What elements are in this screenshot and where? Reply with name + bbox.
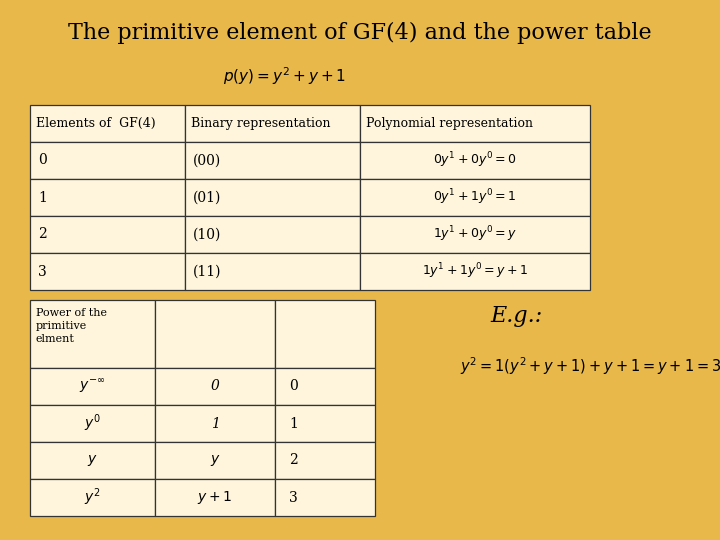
FancyBboxPatch shape [275, 479, 375, 516]
FancyBboxPatch shape [155, 368, 275, 405]
FancyBboxPatch shape [30, 142, 185, 179]
FancyBboxPatch shape [185, 179, 360, 216]
FancyBboxPatch shape [30, 405, 155, 442]
Text: (10): (10) [193, 227, 221, 241]
FancyBboxPatch shape [360, 216, 590, 253]
Text: Binary representation: Binary representation [191, 117, 330, 130]
FancyBboxPatch shape [155, 405, 275, 442]
FancyBboxPatch shape [360, 142, 590, 179]
Text: 3: 3 [289, 490, 298, 504]
Text: $y$: $y$ [87, 453, 98, 468]
Text: $y^2=1(y^2+y+1)+y+1=y+1=3$: $y^2=1(y^2+y+1)+y+1=y+1=3$ [460, 355, 720, 377]
Text: 1: 1 [210, 416, 220, 430]
Text: $p(y)=y^2+y+1$: $p(y)=y^2+y+1$ [223, 65, 346, 87]
Text: $1y^1+0y^0=y$: $1y^1+0y^0=y$ [433, 225, 517, 244]
Text: $y^{2}$: $y^{2}$ [84, 487, 101, 508]
FancyBboxPatch shape [185, 216, 360, 253]
Text: Elements of  GF(4): Elements of GF(4) [36, 117, 156, 130]
FancyBboxPatch shape [30, 179, 185, 216]
Text: $1y^1+1y^0=y+1$: $1y^1+1y^0=y+1$ [422, 262, 528, 281]
FancyBboxPatch shape [275, 368, 375, 405]
FancyBboxPatch shape [360, 253, 590, 290]
FancyBboxPatch shape [30, 368, 155, 405]
Text: $y+1$: $y+1$ [197, 489, 233, 506]
FancyBboxPatch shape [30, 216, 185, 253]
Text: $y^{-\infty}$: $y^{-\infty}$ [79, 377, 106, 395]
Text: Polynomial representation: Polynomial representation [366, 117, 533, 130]
Text: 2: 2 [289, 454, 298, 468]
Text: 0: 0 [210, 380, 220, 394]
FancyBboxPatch shape [30, 105, 185, 142]
Text: 1: 1 [38, 191, 47, 205]
FancyBboxPatch shape [30, 442, 155, 479]
Text: (11): (11) [193, 265, 222, 279]
FancyBboxPatch shape [30, 253, 185, 290]
FancyBboxPatch shape [275, 300, 375, 368]
Text: (01): (01) [193, 191, 221, 205]
Text: 1: 1 [289, 416, 298, 430]
Text: 0: 0 [38, 153, 47, 167]
Text: 0: 0 [289, 380, 298, 394]
Text: 2: 2 [38, 227, 47, 241]
Text: 3: 3 [38, 265, 47, 279]
FancyBboxPatch shape [360, 105, 590, 142]
FancyBboxPatch shape [275, 442, 375, 479]
FancyBboxPatch shape [30, 479, 155, 516]
FancyBboxPatch shape [155, 479, 275, 516]
Text: Power of the
primitive
elment: Power of the primitive elment [36, 308, 107, 345]
FancyBboxPatch shape [185, 105, 360, 142]
FancyBboxPatch shape [275, 405, 375, 442]
FancyBboxPatch shape [185, 142, 360, 179]
Text: $0y^1+0y^0=0$: $0y^1+0y^0=0$ [433, 151, 517, 170]
Text: $y^{0}$: $y^{0}$ [84, 413, 101, 434]
FancyBboxPatch shape [360, 179, 590, 216]
FancyBboxPatch shape [30, 300, 155, 368]
Text: The primitive element of GF(4) and the power table: The primitive element of GF(4) and the p… [68, 22, 652, 44]
FancyBboxPatch shape [155, 300, 275, 368]
FancyBboxPatch shape [155, 442, 275, 479]
Text: E.g.:: E.g.: [490, 305, 542, 327]
FancyBboxPatch shape [185, 253, 360, 290]
Text: (00): (00) [193, 153, 221, 167]
Text: $y$: $y$ [210, 453, 220, 468]
Text: $0y^1+1y^0=1$: $0y^1+1y^0=1$ [433, 188, 516, 207]
